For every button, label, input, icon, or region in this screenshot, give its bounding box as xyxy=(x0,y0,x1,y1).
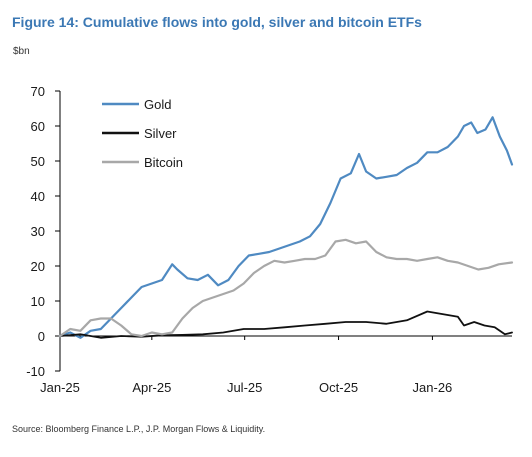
x-tick-label: Oct-25 xyxy=(319,380,358,395)
x-tick-label: Apr-25 xyxy=(132,380,171,395)
legend: Gold Silver Bitcoin xyxy=(102,97,183,170)
x-tick-label: Jan-26 xyxy=(413,380,453,395)
y-tick-label: 50 xyxy=(31,154,45,169)
legend-label-silver: Silver xyxy=(144,126,177,141)
y-tick-label: 60 xyxy=(31,119,45,134)
y-tick-label: 40 xyxy=(31,189,45,204)
figure-title: Figure 14: Cumulative flows into gold, s… xyxy=(12,14,422,30)
y-tick-label: -10 xyxy=(26,364,45,379)
legend-label-bitcoin: Bitcoin xyxy=(144,155,183,170)
series-line-gold xyxy=(58,116,514,339)
y-tick-label: 30 xyxy=(31,224,45,239)
legend-label-gold: Gold xyxy=(144,97,171,112)
axes: -10 0 10 20 30 40 50 60 70 Jan-25 Apr-25 Jul-25 Oct-… xyxy=(26,84,512,395)
y-tick-label: 0 xyxy=(38,329,45,344)
source-note: Source: Bloomberg Finance L.P., J.P. Mor… xyxy=(12,424,266,434)
y-tick-label: 70 xyxy=(31,84,45,99)
x-tick-label: Jan-25 xyxy=(40,380,80,395)
x-tick-label: Jul-25 xyxy=(227,380,262,395)
y-tick-label: 10 xyxy=(31,294,45,309)
y-tick-label: 20 xyxy=(31,259,45,274)
series-line-bitcoin xyxy=(58,238,514,338)
series-lines xyxy=(58,116,514,339)
series-line-silver xyxy=(59,310,513,339)
unit-label: $bn xyxy=(13,46,30,57)
